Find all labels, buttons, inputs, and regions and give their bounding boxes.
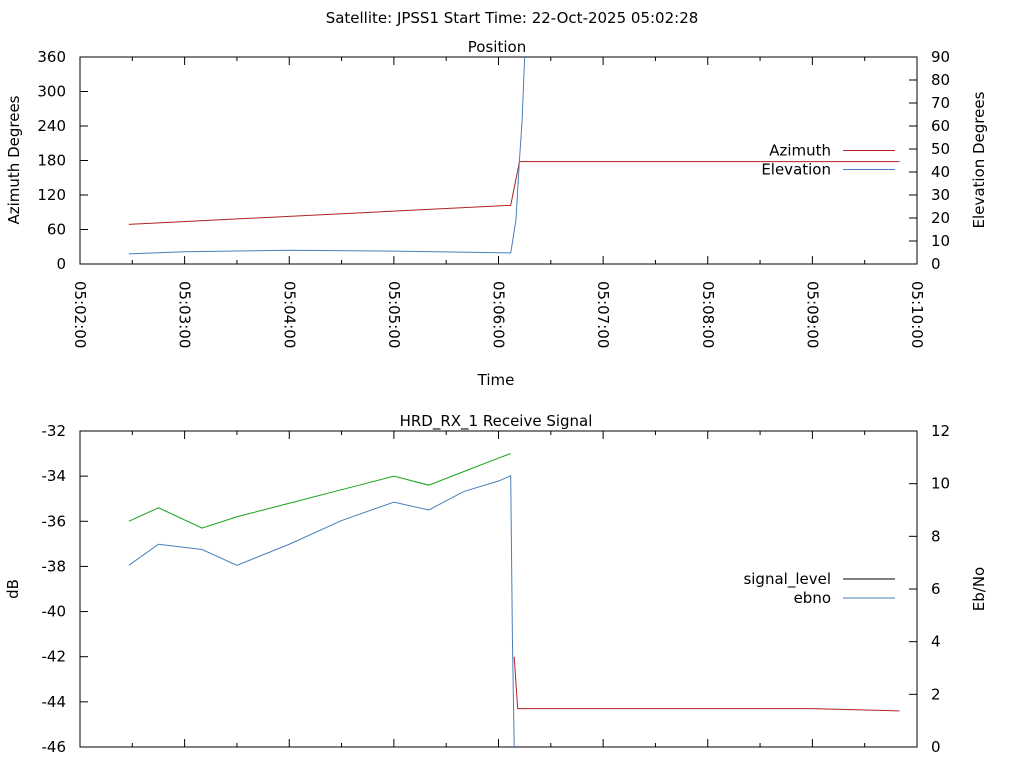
figure-title: Satellite: JPSS1 Start Time: 22-Oct-2025…: [326, 9, 699, 27]
legend-label-Elevation: Elevation: [761, 161, 831, 179]
x-tick-label: 05:10:00: [908, 281, 926, 348]
signal-title: HRD_RX_1 Receive Signal: [400, 412, 593, 431]
left-tick-label: 240: [37, 117, 66, 135]
right-tick-label: 70: [931, 94, 950, 112]
right-tick-label: 10: [931, 475, 950, 493]
left-tick-label: -32: [42, 422, 67, 440]
series-line-signal_level: [513, 656, 900, 712]
right-tick-label: 40: [931, 163, 950, 181]
x-tick-label: 05:02:00: [71, 281, 89, 348]
x-tick-label: 05:05:00: [385, 281, 403, 348]
left-tick-label: -42: [42, 648, 67, 666]
x-tick-label: 05:06:00: [490, 281, 508, 348]
right-tick-label: 60: [931, 117, 950, 135]
left-tick-label: 180: [37, 152, 66, 170]
right-tick-label: 10: [931, 232, 950, 250]
x-tick-label: 05:07:00: [594, 281, 612, 348]
time-axis-label: Time: [477, 371, 515, 389]
right-tick-label: 6: [931, 580, 941, 598]
left-tick-label: 60: [47, 221, 66, 239]
ebno-axis-label: Eb/No: [970, 567, 988, 611]
right-tick-label: 0: [931, 255, 941, 273]
right-tick-label: 2: [931, 685, 941, 703]
right-tick-label: 4: [931, 633, 941, 651]
left-tick-label: -44: [42, 693, 67, 711]
series-line-ebno: [128, 475, 515, 748]
elevation-axis-label: Elevation Degrees: [970, 91, 988, 228]
x-tick-label: 05:03:00: [176, 281, 194, 348]
position-title: Position: [468, 38, 526, 56]
signal-chart: HRD_RX_1 Receive Signal -46-44-42-40-38-…: [4, 412, 988, 756]
left-tick-label: -46: [42, 738, 67, 756]
legend-label-Azimuth: Azimuth: [769, 142, 831, 160]
legend-label-signal_level: signal_level: [743, 570, 831, 589]
x-tick-label: 05:04:00: [280, 281, 298, 348]
left-tick-label: -34: [42, 467, 67, 485]
right-tick-label: 20: [931, 209, 950, 227]
x-tick-label: 05:09:00: [803, 281, 821, 348]
right-tick-label: 12: [931, 422, 950, 440]
position-chart: Position 0 60 120 180 240 300 360 0 10 20 30 40 50 60…: [5, 38, 988, 389]
left-tick-label: 120: [37, 186, 66, 204]
right-tick-label: 90: [931, 48, 950, 66]
right-tick-label: 30: [931, 186, 950, 204]
series-line-Azimuth: [128, 161, 900, 225]
position-series: [128, 56, 900, 255]
left-tick-label: -36: [42, 512, 67, 530]
right-tick-label: 0: [931, 738, 941, 756]
signal-axes: -46 -44 -42 -40 -38 -36 -34 -32 0 2 4 6 8 10 12: [42, 422, 951, 756]
left-tick-label: 360: [37, 48, 66, 66]
right-tick-label: 50: [931, 140, 950, 158]
position-axes: 0 60 120 180 240 300 360 0 10 20 30 40 50 60 70 80 90 05:…: [37, 48, 950, 348]
left-tick-label: -40: [42, 603, 67, 621]
left-tick-label: 300: [37, 83, 66, 101]
left-tick-label: 0: [56, 255, 66, 273]
x-tick-label: 05:08:00: [699, 281, 717, 348]
series-line-Elevation: [128, 56, 526, 255]
legend-label-ebno: ebno: [794, 589, 831, 607]
series-line-signal_level: [128, 453, 511, 529]
azimuth-axis-label: Azimuth Degrees: [5, 95, 23, 224]
db-axis-label: dB: [4, 579, 22, 599]
right-tick-label: 80: [931, 71, 950, 89]
signal-plot-area: [79, 430, 918, 748]
left-tick-label: -38: [42, 557, 67, 575]
right-tick-label: 8: [931, 527, 941, 545]
signal-series: [128, 453, 900, 748]
